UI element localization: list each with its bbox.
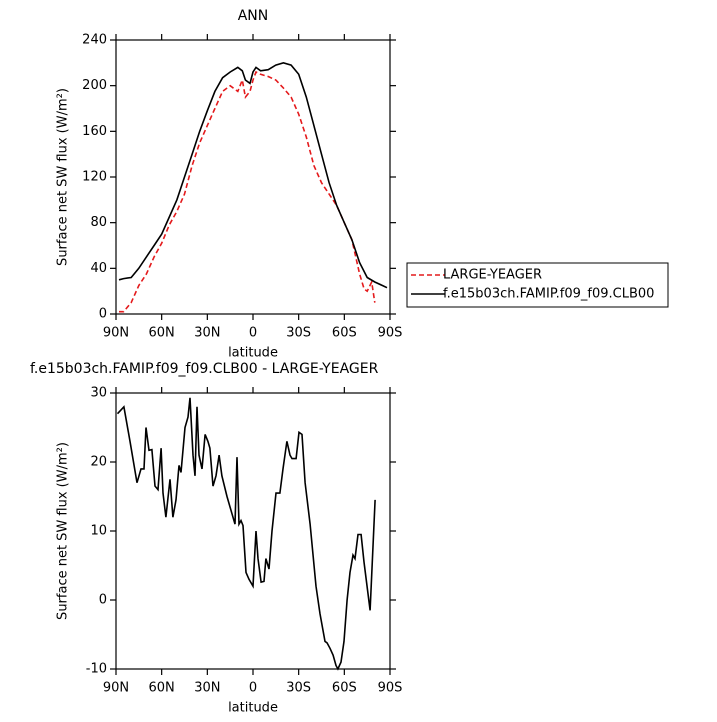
y-tick-label: 30 xyxy=(90,386,107,401)
x-tick-label: 0 xyxy=(249,681,257,696)
x-tick-label: 60N xyxy=(149,326,175,341)
plot-frame xyxy=(115,392,391,670)
y-tick-label: 80 xyxy=(90,215,107,230)
y-tick-label: 120 xyxy=(82,170,107,185)
y-tick-label: 160 xyxy=(82,124,107,139)
x-tick-label: 60N xyxy=(149,681,175,696)
x-tick-label: 90N xyxy=(103,326,129,341)
y-tick-label: 200 xyxy=(82,78,107,93)
y-tick-label: 0 xyxy=(99,593,107,608)
y-tick-label: 0 xyxy=(99,307,107,322)
y-tick-label: -10 xyxy=(86,662,107,677)
y-tick-label: 20 xyxy=(90,455,107,470)
data-line xyxy=(118,61,388,289)
x-tick-label: 30S xyxy=(286,326,311,341)
x-tick-label: 30N xyxy=(194,326,220,341)
x-tick-label: 30N xyxy=(194,681,220,696)
x-tick-label: 60S xyxy=(332,681,357,696)
x-tick-label: 30S xyxy=(286,681,311,696)
chart-title: f.e15b03ch.FAMIP.f09_f09.CLB00 - LARGE-Y… xyxy=(30,361,379,377)
x-tick-label: 90S xyxy=(378,681,403,696)
legend-label: LARGE-YEAGER xyxy=(443,268,542,283)
y-axis-label: Surface net SW flux (W/m²) xyxy=(56,88,71,266)
y-axis-label: Surface net SW flux (W/m²) xyxy=(56,442,71,620)
x-tick-label: 90N xyxy=(103,681,129,696)
y-tick-label: 40 xyxy=(90,261,107,276)
x-tick-label: 90S xyxy=(378,326,403,341)
y-tick-label: 10 xyxy=(90,524,107,539)
data-line xyxy=(119,70,376,313)
data-line xyxy=(116,397,376,671)
chart-title: ANN xyxy=(238,8,269,24)
legend-label: f.e15b03ch.FAMIP.f09_f09.CLB00 xyxy=(443,287,654,302)
x-axis-label: latitude xyxy=(228,701,278,716)
legend-box xyxy=(406,262,669,308)
plot-frame xyxy=(115,39,391,315)
x-axis-label: latitude xyxy=(228,346,278,361)
x-tick-label: 0 xyxy=(249,326,257,341)
y-tick-label: 240 xyxy=(82,33,107,48)
x-tick-label: 60S xyxy=(332,326,357,341)
